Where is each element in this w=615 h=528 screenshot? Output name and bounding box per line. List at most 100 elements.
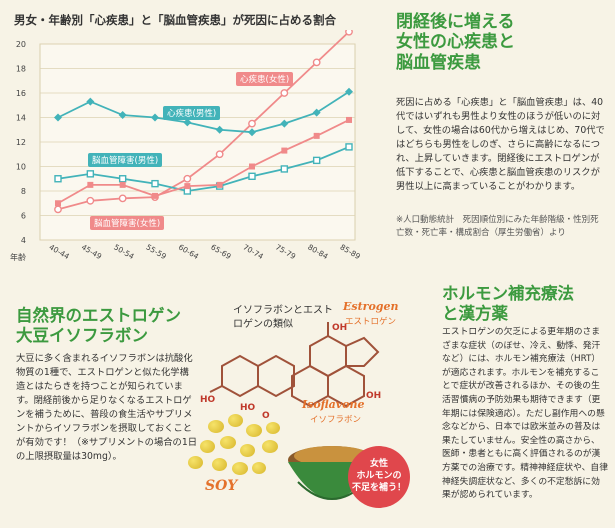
diagram-caption: イソフラボンとエストロゲンの類似 <box>233 305 333 330</box>
isoflavone-structure <box>209 354 295 398</box>
label-stroke-male: 脳血管障害(男性) <box>88 153 163 167</box>
isoflavone-label: Isoflavone <box>302 398 365 411</box>
x-tick-label: 55-59 <box>145 242 169 261</box>
label-heart-female: 心疾患(女性) <box>236 72 294 86</box>
data-point <box>119 181 126 188</box>
data-point <box>152 192 158 199</box>
section3-title-line2: と漢方薬 <box>442 303 508 323</box>
x-tick-label: 65-69 <box>209 242 233 261</box>
data-point <box>280 119 289 128</box>
x-tick-label: 45-49 <box>80 242 104 261</box>
badge-line3: 不足を補う！ <box>351 483 406 493</box>
data-point <box>281 147 288 154</box>
chart-title: 男女・年齢別「心疾患」と「脳血管疾患」が死因に占める割合 <box>14 13 336 27</box>
molecule-diagram: OH OH HO HO O <box>200 322 381 421</box>
section2-title-line1: 自然界のエストロゲン <box>16 306 181 325</box>
data-point <box>280 165 289 173</box>
y-tick-label: 6 <box>21 212 26 221</box>
soybean <box>232 462 248 475</box>
data-point <box>215 125 224 134</box>
section2-body: 大豆に多く含まれるイソフラボンは抗酸化物質の1種で、エストロゲンと似た化学構造と… <box>16 353 198 462</box>
section3-title-line1: ホルモン補充療法 <box>442 284 574 303</box>
data-point <box>54 175 62 183</box>
data-point <box>345 30 353 36</box>
badge-hormone: 女性 ホルモンの 不足を補う！ <box>348 446 410 508</box>
data-point <box>280 89 289 97</box>
data-point <box>249 163 255 170</box>
soy-label: SOY <box>205 478 238 494</box>
data-point <box>312 58 321 67</box>
soybean <box>266 422 280 434</box>
soybean <box>228 414 243 427</box>
data-point <box>86 196 95 205</box>
section1-body: 死因に占める「心疾患」と「脳血管疾患」は、40代ではいずれも男性より女性のほうが… <box>396 97 605 192</box>
data-point <box>183 174 192 183</box>
y-tick-label: 4 <box>21 236 26 245</box>
series-line <box>57 91 350 134</box>
y-tick-label: 14 <box>16 114 26 123</box>
data-point <box>345 87 353 96</box>
label-stroke-female: 脳血管障害(女性) <box>90 216 165 230</box>
data-point <box>54 113 62 122</box>
section1-title-line2: 女性の心疾患と <box>396 32 515 53</box>
line-chart: 4 6 8 10 12 14 16 18 20 40-44 45-49 50-54 55-59 60-64… <box>10 30 363 262</box>
estrogen-label-jp: エストロゲン <box>345 317 397 327</box>
x-tick-label: 40-44 <box>48 242 72 261</box>
section1-note: ※人口動態統計 死因順位別にみた年齢階級・性別死亡数・死亡率・構成割合（厚生労働… <box>396 215 599 238</box>
section3-body: エストロゲンの欠乏による更年期のさまざまな症状（のぼせ、冷え、動悸、発汗など）に… <box>442 327 608 501</box>
x-tick-label: 75-79 <box>274 242 298 261</box>
data-point <box>183 118 192 127</box>
section1-title: 閉経後に増える 女性の心疾患と 脳血管疾患 <box>396 12 611 73</box>
data-point <box>151 113 159 122</box>
data-point <box>54 205 62 214</box>
series-line <box>57 146 350 192</box>
soybean <box>252 462 266 474</box>
data-point <box>345 143 353 151</box>
label-heart-male: 心疾患(男性) <box>163 106 221 120</box>
series-line <box>57 119 350 205</box>
svg-text:OH: OH <box>332 323 347 333</box>
data-point <box>312 108 321 117</box>
data-point <box>248 128 256 137</box>
svg-text:OH: OH <box>366 391 381 401</box>
data-point <box>248 119 256 128</box>
data-point <box>86 170 95 178</box>
section3-title: ホルモン補充療法 と漢方薬 <box>442 284 612 324</box>
svg-text:O: O <box>262 411 270 421</box>
y-tick-label: 20 <box>16 40 26 49</box>
section1-title-line1: 閉経後に増える <box>396 12 515 32</box>
section2-title-line2: 大豆イソフラボン <box>16 325 148 345</box>
isoflavone-label-jp: イソフラボン <box>310 415 362 425</box>
soybean <box>188 456 203 469</box>
soybean <box>240 444 255 457</box>
data-point <box>55 200 61 207</box>
x-tick-label: 70-74 <box>242 242 266 261</box>
y-tick-label: 8 <box>21 187 26 196</box>
soybean <box>262 440 278 453</box>
section2-title: 自然界のエストロゲン 大豆イソフラボン <box>16 306 226 346</box>
data-point <box>118 194 127 203</box>
estrogen-structure <box>291 322 380 408</box>
badge-line2: ホルモンの <box>356 471 402 481</box>
x-axis-label: 年齢 <box>10 252 26 262</box>
soybean <box>208 420 224 433</box>
svg-text:HO: HO <box>240 403 256 413</box>
data-point <box>215 150 224 159</box>
data-point <box>118 175 127 183</box>
soybean <box>246 424 262 437</box>
data-point <box>151 179 159 188</box>
data-point <box>118 111 127 120</box>
svg-text:HO: HO <box>200 395 216 405</box>
x-tick-label: 60-64 <box>177 242 201 261</box>
soybean <box>220 436 236 449</box>
estrogen-label: Estrogen <box>343 300 399 313</box>
data-point <box>248 172 256 181</box>
series-line <box>57 31 350 211</box>
y-tick-label: 12 <box>16 138 26 147</box>
x-tick-label: 80-84 <box>306 242 330 261</box>
data-point <box>312 156 321 165</box>
data-point <box>346 116 352 123</box>
x-tick-label: 85-89 <box>339 242 363 261</box>
x-tick-label: 50-54 <box>112 242 136 261</box>
y-tick-label: 18 <box>16 65 26 74</box>
